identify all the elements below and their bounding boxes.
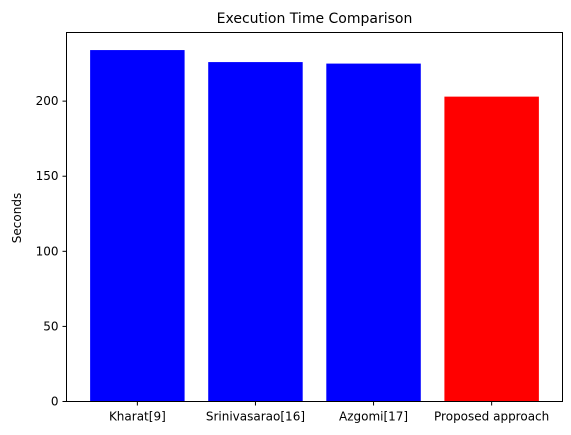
bar-1 (208, 62, 303, 402)
y-axis-label: Seconds (10, 193, 24, 243)
bar-3 (444, 96, 539, 402)
x-ticks-group: Kharat[9] Srinivasarao[16] Azgomi[17] Propo… (109, 401, 549, 424)
x-tick-label-1: Srinivasarao[16] (206, 410, 305, 424)
x-tick-label-3: Proposed approach (434, 410, 549, 424)
y-tick-label-0: 0 (51, 395, 59, 409)
x-tick-label-0: Kharat[9] (109, 410, 166, 424)
bars-group (90, 50, 539, 402)
chart-title: Execution Time Comparison (217, 11, 413, 27)
y-tick-label-3: 150 (36, 169, 59, 183)
y-tick-label-4: 200 (36, 94, 59, 108)
bar-2 (326, 63, 421, 402)
y-tick-label-2: 100 (36, 244, 59, 258)
y-tick-label-1: 50 (43, 319, 58, 333)
plot-frame (66, 32, 563, 402)
y-ticks-group: 0 50 100 150 200 (36, 94, 67, 409)
x-tick-label-2: Azgomi[17] (339, 410, 408, 424)
bar-0 (90, 50, 185, 402)
